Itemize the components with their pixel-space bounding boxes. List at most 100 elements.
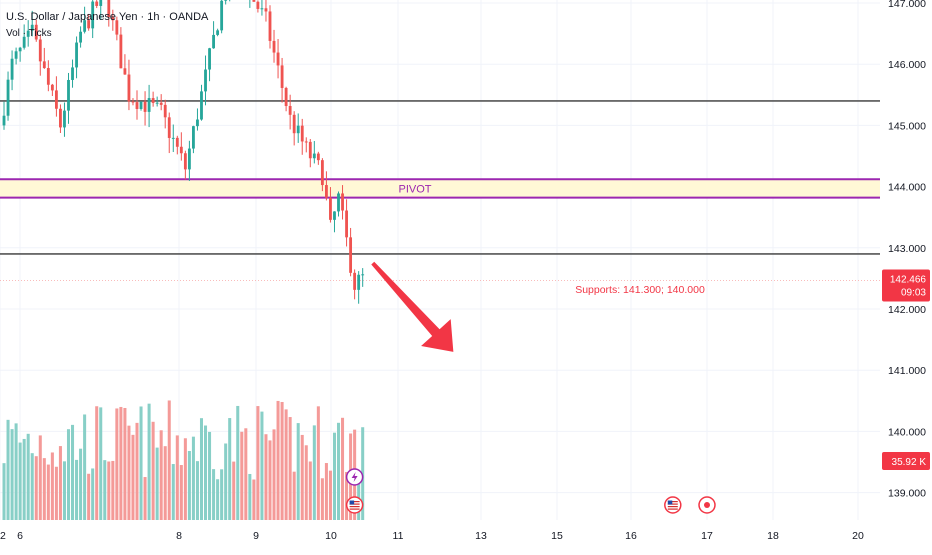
us-flag-icon[interactable] [345,496,364,514]
volume-bar [18,442,22,520]
volume-bar [341,417,345,520]
event-dot-icon[interactable] [698,496,716,514]
volume-bar [187,451,191,520]
volume-bar [312,425,316,520]
candle-body [200,91,203,120]
volume-bar [167,400,171,520]
candle-body [155,102,159,104]
volume-bar [195,461,199,520]
volume-bar [139,406,143,520]
volume-bar [79,448,83,520]
candle-body [71,67,74,80]
volume-bar [50,452,54,520]
candle-body [171,137,175,139]
volume-bar [216,479,220,520]
price-tick-label: 145.000 [888,120,926,132]
volume-bar [103,460,107,520]
candle-body [292,114,296,134]
pivot-zone-fill [0,179,880,198]
candle-body [353,272,357,290]
time-axis-bg[interactable] [0,522,880,550]
supports-annotation[interactable]: Supports: 141.300; 140.000 [575,284,705,296]
candle-body [183,153,187,170]
candle-body [167,117,171,138]
candle-body [212,34,215,49]
volume-bar [264,434,268,520]
candle-body [131,101,135,103]
volume-bar [87,473,91,520]
time-tick-label: 9 [253,530,259,542]
price-tick-label: 146.000 [888,59,926,71]
volume-bar [95,406,99,520]
candle-body [119,34,123,69]
volume-bar [220,469,224,520]
price-tick-label: 139.000 [888,488,926,500]
candle-body [208,48,211,70]
candle-body [187,148,191,170]
volume-bar [91,468,95,520]
volume-bar [6,419,10,520]
volume-bar [345,471,349,520]
volume-bar [272,429,276,520]
candle-body [59,108,62,128]
volume-bar [328,470,332,520]
price-axis[interactable]: 147.000 146.000 145.000 144.000 143.000 142.0… [880,0,932,550]
candle-body [38,39,42,62]
candle-body [329,197,332,220]
volume-bar [268,440,272,520]
candle-body [312,153,316,159]
candle-body [26,30,30,37]
volume-bar [151,421,155,520]
flash-icon[interactable] [345,468,364,486]
volume-bar [22,438,26,520]
candle-body [264,8,268,12]
volume-bar [199,418,203,520]
price-tick-label: 140.000 [888,426,926,438]
price-tick-label: 142.000 [888,304,926,316]
volume-bar [280,401,284,520]
volume-bar [300,434,304,520]
us-flag-icon[interactable] [664,496,682,514]
candle-body [67,79,70,111]
candle-body [2,115,6,126]
volume-bar [99,407,103,520]
time-tick-label: 22 [0,530,6,542]
volume-bar [236,405,240,520]
candle-body [135,102,139,109]
volume-bar [228,418,232,520]
candle-body [304,141,308,143]
candle-body [87,20,91,29]
candle-body [115,20,119,35]
candle-body [14,51,18,59]
volume-bar [75,459,79,520]
candle-body [308,141,312,159]
volume-bar [183,438,187,520]
candle-body [111,17,115,21]
volume-bar [179,465,183,520]
symbol-title[interactable]: U.S. Dollar / Japanese Yen · 1h · OANDA [6,11,209,23]
candle-body [268,11,272,41]
grid-lines [0,0,880,520]
volume-bar [34,456,38,520]
volume-bar [260,411,264,520]
down-arrow-annotation[interactable] [371,261,454,352]
candle-body [6,79,10,116]
candle-body [63,110,66,128]
candle-body [276,52,280,66]
volume-bar [320,478,324,520]
volume-value: 35.92 K [892,457,927,468]
time-tick-label: 17 [701,530,713,542]
volume-bar [115,408,119,520]
candle-body [147,98,151,112]
volume-bar [252,479,256,520]
volume-bar [111,460,115,520]
volume-bar [332,432,336,520]
volume-indicator-label[interactable]: Vol · Ticks [6,28,52,39]
time-tick-label: 11 [393,530,404,542]
volume-bar [175,435,179,520]
volume-badge [882,452,930,470]
time-axis[interactable]: 6 8 9 10 11 13 15 16 17 18 20 22 [0,522,880,550]
volume-bar [14,423,18,520]
